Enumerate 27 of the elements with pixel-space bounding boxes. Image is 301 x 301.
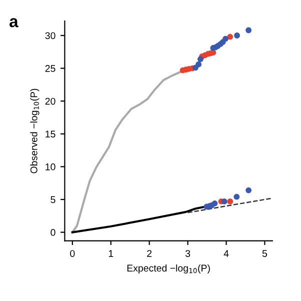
point <box>227 198 234 204</box>
x-tick-label: 3 <box>185 250 190 257</box>
point <box>234 32 240 38</box>
chart-title: a <box>10 18 18 28</box>
y-tick-label: 10 <box>46 163 56 170</box>
y-tick-label: 15 <box>46 130 56 138</box>
point <box>246 27 252 34</box>
x-tick-label: 2 <box>147 250 152 257</box>
point <box>196 61 202 68</box>
y-tick-label: 20 <box>45 98 56 105</box>
y-tick-label: 25 <box>45 65 56 72</box>
point <box>246 187 252 194</box>
x-tick-label: 1 <box>108 250 114 257</box>
point <box>227 34 234 40</box>
x-tick-label: 0 <box>70 250 75 257</box>
x-axis-title: Expected −log$_{10}$(P) <box>127 264 210 274</box>
point <box>222 36 228 42</box>
y-tick-label: 30 <box>45 32 56 40</box>
x-tick-label: 5 <box>262 250 268 257</box>
point <box>198 56 204 62</box>
point <box>212 200 218 206</box>
y-tick-label: 0 <box>50 229 56 236</box>
y-tick-label: 5 <box>50 196 56 204</box>
point <box>234 194 240 200</box>
point <box>221 198 228 204</box>
x-tick-label: 4 <box>224 250 229 257</box>
y-axis-title: Observed −log$_{10}$(P) <box>30 88 40 174</box>
